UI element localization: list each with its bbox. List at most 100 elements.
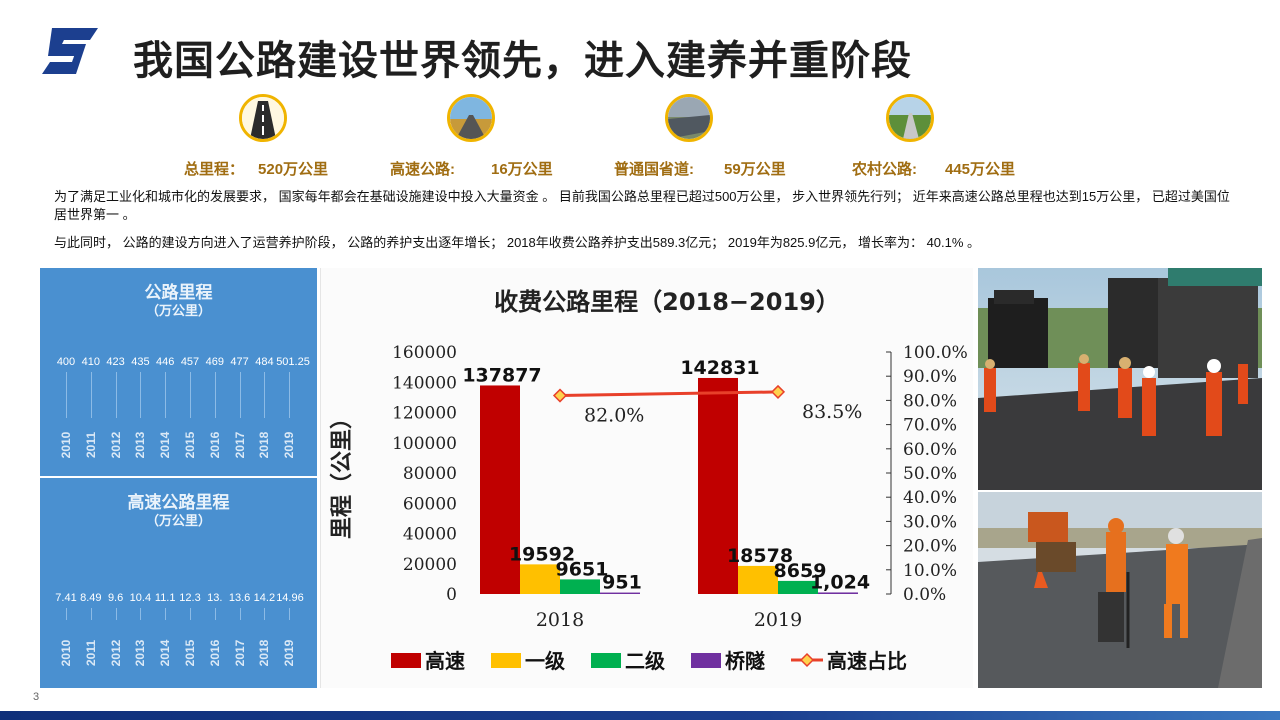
chart-y2tick: 80.0% [903, 391, 957, 411]
panel-bar-line [66, 372, 67, 418]
panel-value: 8.49 [80, 592, 102, 604]
panel-year-label: 2014 [158, 639, 173, 667]
panel-value: 14.96 [276, 592, 304, 604]
panel-year-label: 2017 [232, 431, 247, 459]
panel-value: 11.1 [154, 592, 176, 604]
road-mileage-title: 公路里程 [144, 283, 213, 302]
panel-year-label: 2010 [59, 431, 73, 459]
maintenance-paragraph: 与此同时， 公路的建设方向进入了运营养护阶段， 公路的养护支出逐年增长； 201… [54, 235, 981, 250]
page-number: 3 [33, 691, 40, 703]
chart-y2tick: 20.0% [903, 537, 957, 557]
panel-bar-line [289, 372, 291, 418]
panel-value: 501.25 [276, 356, 310, 368]
panel-value: 7.41 [55, 592, 77, 604]
chart-ytick: 60000 [403, 494, 457, 514]
page-title: 我国公路建设世界领先，进入建养并重阶段 [133, 39, 912, 83]
legend-label: 高速占比 [827, 649, 907, 673]
panel-bar-line [289, 608, 291, 620]
legend-swatch-二级 [591, 653, 621, 668]
panel-value: 13. [207, 592, 223, 604]
legend-label: 桥隧 [725, 649, 765, 673]
chart-y2tick: 40.0% [903, 488, 957, 508]
panel-year-label: 2012 [108, 431, 123, 459]
chart-data-label: 142831 [680, 357, 759, 379]
chart-y2tick: 30.0% [903, 512, 957, 532]
chart-title: 收费公路里程（2018−2019） [494, 288, 840, 316]
expressway-mileage-panel: 高速公路里程 （万公里） 7.41 2010 8.49 2011 9.6 2012 10.4… [40, 478, 317, 688]
chart-bar-一级 [520, 564, 560, 594]
chart-bar-二级 [560, 579, 600, 594]
panel-bar-line [190, 608, 191, 620]
chart-data-label: 951 [602, 572, 642, 594]
chart-xtick: 2019 [754, 609, 802, 631]
chart-ytick: 20000 [403, 555, 457, 575]
panel-value: 10.4 [129, 592, 152, 604]
panel-year-label: 2016 [207, 431, 222, 459]
national-road-icon [665, 94, 713, 142]
footer-bar [0, 711, 1280, 720]
road-mileage-unit: （万公里） [145, 303, 211, 318]
chart-y2tick: 70.0% [903, 416, 957, 436]
chart-ytick: 100000 [392, 434, 457, 454]
panel-bar-line [239, 372, 241, 418]
chart-xtick: 2018 [536, 609, 584, 631]
stat-expressway: 高速公路: 16万公里 [390, 161, 553, 178]
chart-bar-一级 [738, 565, 778, 594]
panel-year-label: 2010 [59, 639, 73, 667]
chart-ylabel: 里程（公里） [330, 407, 355, 539]
panel-bar-line [190, 372, 191, 418]
chart-bar-桥隧 [818, 592, 858, 594]
chart-ytick: 160000 [392, 343, 457, 363]
chart-data-label: 18578 [727, 545, 793, 567]
chart-line-point [770, 384, 786, 399]
chart-bar-二级 [778, 580, 818, 594]
chart-ytick: 80000 [403, 464, 457, 484]
road-icon [239, 94, 287, 142]
panel-bar-line [165, 608, 167, 620]
panel-year-label: 2011 [83, 431, 98, 459]
expressway-mileage-title: 高速公路里程 [127, 493, 230, 512]
panel-value: 435 [131, 356, 150, 368]
panel-value: 446 [156, 356, 175, 368]
panel-value: 484 [255, 356, 274, 368]
stat-national-road: 普通国省道: 59万公里 [614, 161, 786, 178]
road-mileage-panel: 公路里程 （万公里） 400 2010 410 2011 423 2012 435 2013 4… [40, 268, 317, 476]
panel-year-label: 2014 [158, 431, 173, 459]
panel-value: 9.6 [107, 592, 124, 604]
panel-value: 14.2 [253, 592, 276, 604]
chart-data-label: 19592 [509, 543, 575, 565]
stat-total: 总里程： 520万公里 [184, 161, 329, 178]
panel-value: 410 [81, 356, 100, 368]
chart-y2tick: 100.0% [903, 343, 968, 363]
chart-line-label: 83.5% [802, 401, 862, 423]
chart-data-label: 9651 [556, 558, 609, 580]
highway-icon [447, 94, 495, 142]
legend-swatch-一级 [491, 653, 521, 668]
chart-data-label: 1,024 [810, 571, 870, 593]
panel-year-label: 2018 [257, 639, 272, 667]
chart-bar-高速 [698, 377, 738, 594]
panel-bar-line [115, 608, 117, 620]
panel-bar-line [90, 372, 92, 418]
panel-bar-line [66, 608, 67, 620]
chart-y2tick: 10.0% [903, 561, 957, 581]
panel-bar-line [264, 608, 266, 620]
chart-ytick: 40000 [403, 525, 457, 545]
paving-photo [978, 268, 1262, 490]
chart-line-label: 82.0% [584, 405, 644, 427]
chart-data-label: 8659 [774, 560, 827, 582]
panel-year-label: 2011 [83, 639, 98, 667]
panel-year-label: 2019 [282, 431, 297, 459]
rural-road-icon [886, 94, 934, 142]
panel-bar-line [165, 372, 167, 418]
expressway-mileage-unit: （万公里） [145, 513, 211, 528]
legend-label: 一级 [525, 649, 565, 673]
panel-bar-line [264, 372, 266, 418]
legend-label: 高速 [425, 649, 465, 673]
panel-bar-line [115, 372, 117, 418]
chart-ytick: 140000 [392, 373, 457, 393]
chart-y2tick: 0.0% [903, 585, 946, 605]
panel-bar-line [214, 608, 216, 620]
panel-year-label: 2015 [183, 639, 197, 667]
stat-rural-road: 农村公路: 445万公里 [852, 161, 1016, 178]
